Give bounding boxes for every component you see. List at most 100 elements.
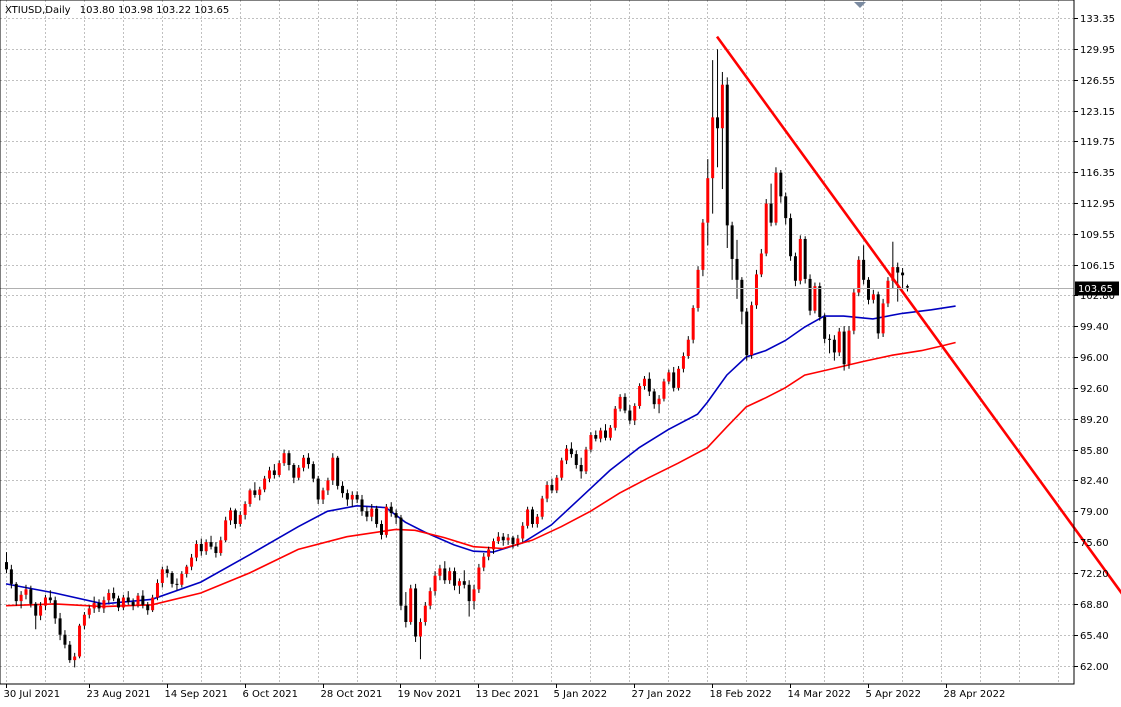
candle xyxy=(793,252,797,287)
candle-body xyxy=(326,480,330,491)
candle xyxy=(258,486,262,501)
scroll-marker-icon[interactable] xyxy=(854,2,866,8)
candle xyxy=(594,430,598,442)
candle xyxy=(584,446,588,475)
candle-body xyxy=(117,598,121,608)
candle-body xyxy=(618,396,622,409)
candle-body xyxy=(652,391,656,405)
candle-body xyxy=(19,594,23,602)
candle xyxy=(604,424,608,441)
candle-body xyxy=(647,378,651,392)
candle xyxy=(82,612,86,630)
candle-body xyxy=(5,562,8,570)
time-axis[interactable]: 30 Jul 2021 23 Aug 2021 14 Sep 2021 6 Oct 2… xyxy=(4,684,1006,700)
candle xyxy=(852,288,856,335)
candle-body xyxy=(248,490,252,505)
candle-body xyxy=(832,339,836,353)
candle-body xyxy=(896,267,900,273)
candle-body xyxy=(550,484,554,491)
candle-body xyxy=(492,541,495,550)
candle xyxy=(219,536,223,556)
candle xyxy=(647,372,651,397)
candle xyxy=(686,336,690,359)
price-axis[interactable]: 133.35 129.95 126.55 123.15 119.75 116.35 112.… xyxy=(1074,14,1115,673)
candle xyxy=(832,335,836,361)
candle-body xyxy=(107,592,111,601)
candle xyxy=(628,405,632,425)
candle xyxy=(19,591,23,609)
candle-body xyxy=(657,398,661,405)
candle xyxy=(526,506,530,529)
candle xyxy=(238,511,242,527)
candle-body xyxy=(565,448,569,461)
candle-body xyxy=(745,311,749,356)
candle xyxy=(423,602,427,626)
candle xyxy=(341,481,345,498)
candle-body xyxy=(584,449,588,472)
y-tick-label: 116.35 xyxy=(1080,168,1115,179)
trendline[interactable] xyxy=(715,35,1121,653)
candle-body xyxy=(87,608,91,615)
x-tick-label: 30 Jul 2021 xyxy=(4,689,61,700)
candle-body xyxy=(190,557,194,567)
candle-body xyxy=(521,525,525,539)
candle xyxy=(107,589,111,603)
candle xyxy=(837,327,841,357)
candle xyxy=(190,553,194,571)
candle xyxy=(14,582,18,606)
slow-moving-average-line xyxy=(5,341,956,608)
candle-body xyxy=(331,457,335,481)
candle xyxy=(379,520,383,540)
candle-body xyxy=(258,489,262,495)
candle xyxy=(126,591,130,605)
candle xyxy=(492,538,495,554)
candle-body xyxy=(409,588,413,623)
y-tick-label: 112.95 xyxy=(1080,199,1115,210)
candle xyxy=(263,475,267,493)
candle xyxy=(769,183,773,227)
candle-body xyxy=(287,453,291,465)
annotations-layer xyxy=(715,35,1121,653)
candle-body xyxy=(608,427,612,438)
candle-body xyxy=(302,457,306,468)
candle-body xyxy=(39,605,43,616)
candle-body xyxy=(58,618,62,635)
candle xyxy=(165,565,169,578)
candle xyxy=(857,256,861,297)
candle xyxy=(579,457,583,479)
candle-body xyxy=(165,569,169,573)
candle xyxy=(905,284,909,292)
candle xyxy=(414,583,418,642)
candle xyxy=(409,584,413,625)
candle xyxy=(53,596,57,624)
candle xyxy=(828,334,832,354)
candle-body xyxy=(204,542,208,552)
candle xyxy=(194,540,198,562)
candle xyxy=(384,504,388,538)
candle-body xyxy=(589,435,593,450)
candle-body xyxy=(784,196,788,219)
plot-frame xyxy=(0,0,1075,685)
y-tick-label: 68.80 xyxy=(1080,600,1109,611)
candle-body xyxy=(141,595,145,605)
candle-body xyxy=(779,172,783,197)
candle xyxy=(204,539,208,555)
candle-body xyxy=(379,523,383,535)
candle xyxy=(34,602,38,630)
candle xyxy=(535,513,539,528)
candle-body xyxy=(418,622,422,637)
candle xyxy=(589,432,593,453)
candle-body xyxy=(24,589,28,595)
candle-body xyxy=(555,477,559,491)
candle xyxy=(823,313,827,344)
candle-body xyxy=(272,470,276,475)
candle xyxy=(375,505,379,528)
candle xyxy=(574,450,578,469)
candle-body xyxy=(414,588,418,637)
candle-body xyxy=(472,589,476,602)
candle xyxy=(155,579,159,601)
candle xyxy=(43,594,47,611)
candle-body xyxy=(677,368,681,388)
